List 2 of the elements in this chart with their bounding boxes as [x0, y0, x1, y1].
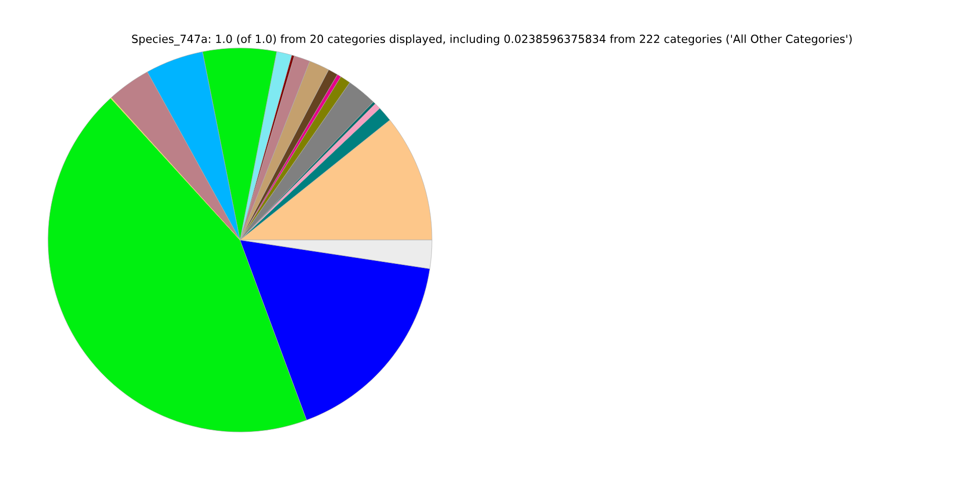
text: Species_747a: 1.0 (of 1.0) from 20 categories displayed, including 0.0238596375834 from 222 categories ('All Other Categories') — [132, 34, 852, 46]
pie-slice — [110, 97, 240, 240]
